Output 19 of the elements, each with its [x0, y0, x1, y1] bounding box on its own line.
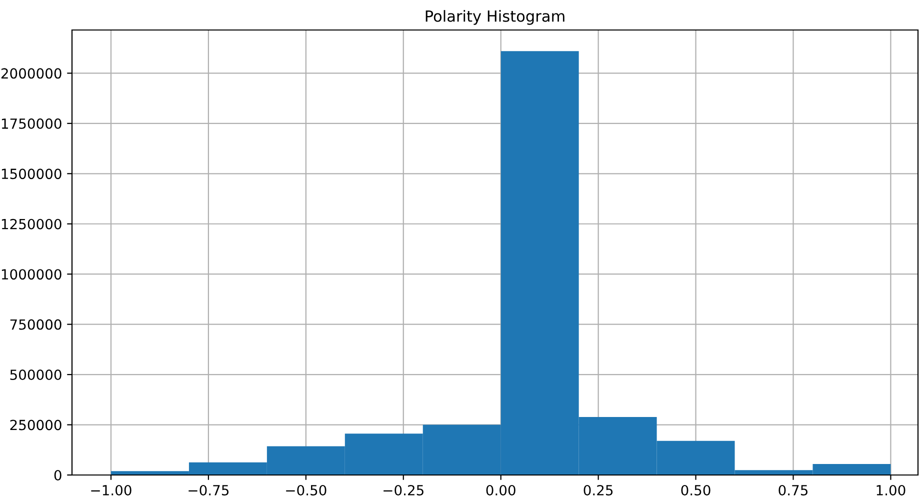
x-tick-label: 0.25 — [584, 484, 613, 496]
x-tick-label: 0.00 — [486, 484, 516, 496]
y-tick-label: 1750000 — [2, 118, 62, 129]
x-tick-label: 1.00 — [876, 484, 906, 496]
x-tick-label: 0.75 — [778, 484, 808, 496]
y-tick-label: 750000 — [10, 319, 62, 330]
x-tick-label: 0.50 — [681, 484, 710, 496]
x-tick-label: −0.75 — [188, 484, 229, 496]
x-tick-label: −0.25 — [384, 484, 424, 496]
y-tick-label: 1250000 — [2, 218, 62, 230]
y-tick-label: 0 — [54, 470, 62, 480]
x-tick-label: −1.00 — [91, 484, 132, 496]
y-tick-label: 500000 — [10, 370, 62, 380]
y-tick-label: 250000 — [10, 420, 62, 430]
y-tick-label: 2000000 — [1, 68, 62, 79]
chart-title: Polarity Histogram — [426, 10, 564, 25]
x-tick-label: −0.50 — [286, 484, 326, 496]
y-tick-label: 1500000 — [2, 168, 62, 180]
y-tick-label: 1000000 — [2, 269, 62, 280]
